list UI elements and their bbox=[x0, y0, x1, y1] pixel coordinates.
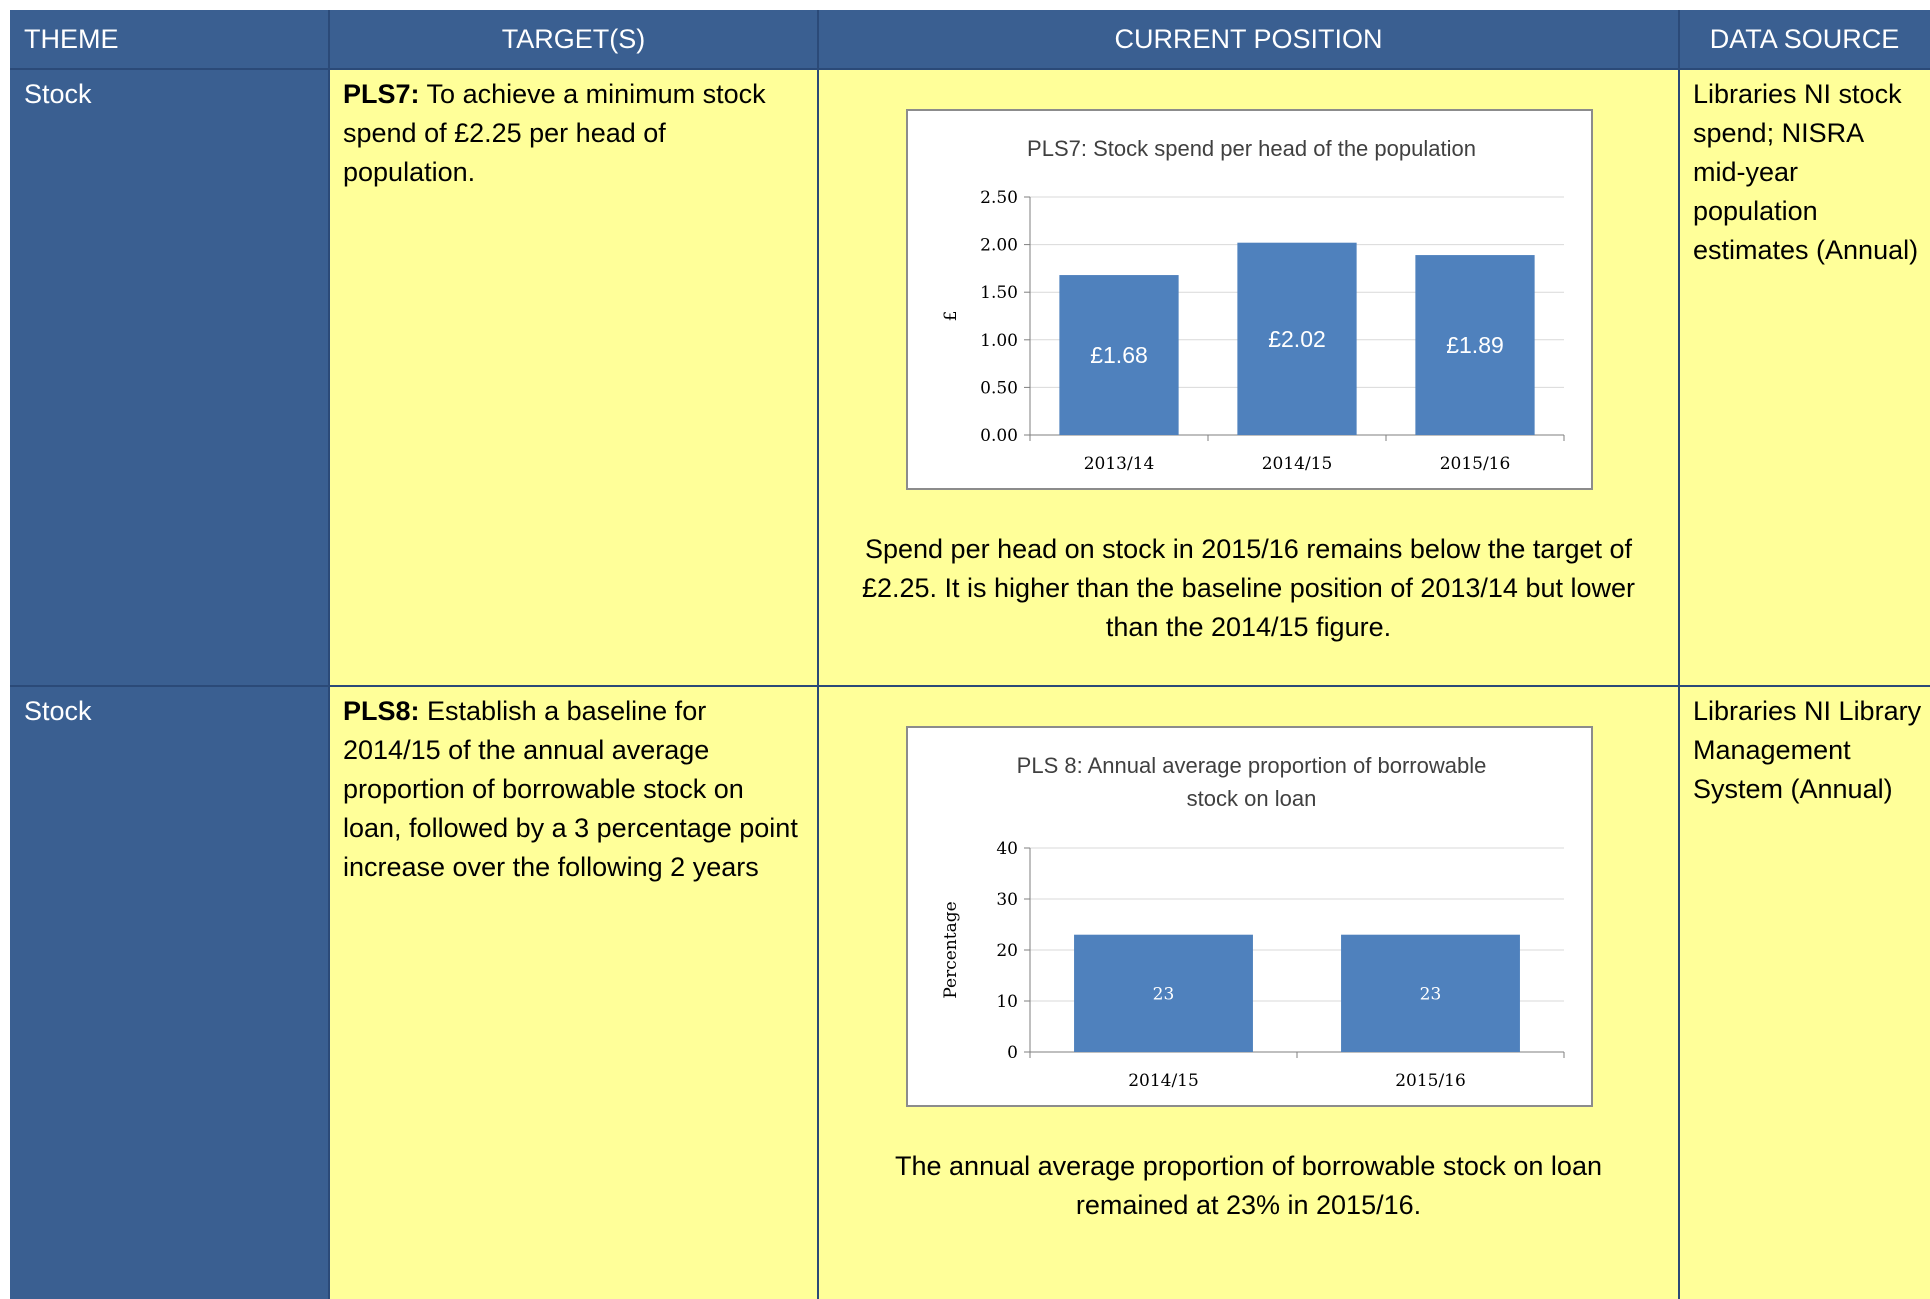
bar bbox=[1237, 242, 1357, 435]
header-theme: THEME bbox=[10, 10, 329, 69]
x-tick-label: 2015/16 bbox=[1440, 454, 1511, 474]
data-label: 23 bbox=[1420, 984, 1442, 1004]
row-2-theme: Stock bbox=[10, 686, 329, 1299]
chart-pls8: PLS 8: Annual average proportion of borr… bbox=[906, 726, 1593, 1107]
row-1-theme: Stock bbox=[10, 69, 329, 686]
divider bbox=[328, 10, 330, 1299]
divider bbox=[10, 685, 1930, 687]
x-tick-label: 2015/16 bbox=[1395, 1071, 1466, 1091]
y-tick-label: 1.00 bbox=[980, 331, 1018, 351]
y-tick-label: 20 bbox=[996, 941, 1018, 961]
y-axis-label: Percentage bbox=[941, 901, 961, 998]
performance-table: THEME TARGET(S) CURRENT POSITION DATA SO… bbox=[10, 10, 1930, 1299]
chart-title: PLS 8: Annual average proportion of borr… bbox=[1017, 753, 1487, 778]
data-label: £1.68 bbox=[1090, 342, 1148, 368]
divider bbox=[10, 68, 1930, 70]
header-data-source: DATA SOURCE bbox=[1679, 10, 1930, 69]
y-tick-label: 0.50 bbox=[980, 378, 1018, 398]
row-1-target-code: PLS7: bbox=[343, 79, 420, 109]
y-tick-label: 1.50 bbox=[980, 283, 1018, 303]
bar bbox=[1341, 934, 1520, 1052]
header-current-position: CURRENT POSITION bbox=[818, 10, 1679, 69]
data-label: 23 bbox=[1153, 984, 1175, 1004]
chart-title: PLS7: Stock spend per head of the popula… bbox=[1027, 136, 1476, 161]
chart-pls7: PLS7: Stock spend per head of the popula… bbox=[906, 109, 1593, 490]
y-tick-label: 0 bbox=[1007, 1043, 1018, 1063]
chart-pls7-svg: PLS7: Stock spend per head of the popula… bbox=[941, 136, 1565, 474]
row-2-caption: The annual average proportion of borrowa… bbox=[895, 1151, 1602, 1220]
row-1-target: PLS7: To achieve a minimum stock spend o… bbox=[329, 69, 818, 686]
row-2-target-text: Establish a baseline for 2014/15 of the … bbox=[343, 696, 798, 882]
y-tick-label: 40 bbox=[996, 839, 1018, 859]
row-1-data-source: Libraries NI stock spend; NISRA mid-year… bbox=[1679, 69, 1930, 686]
y-axis-label: £ bbox=[941, 311, 961, 322]
y-tick-label: 10 bbox=[996, 992, 1018, 1012]
chart-title: stock on loan bbox=[1187, 786, 1317, 811]
x-tick-label: 2014/15 bbox=[1128, 1071, 1199, 1091]
chart-pls8-svg: PLS 8: Annual average proportion of borr… bbox=[941, 753, 1565, 1091]
row-1-target-text: To achieve a minimum stock spend of £2.2… bbox=[343, 79, 766, 187]
data-label: £1.89 bbox=[1446, 332, 1504, 358]
row-2-target-code: PLS8: bbox=[343, 696, 420, 726]
y-tick-label: 2.50 bbox=[980, 188, 1018, 208]
x-tick-label: 2013/14 bbox=[1084, 454, 1155, 474]
row-2-target: PLS8: Establish a baseline for 2014/15 o… bbox=[329, 686, 818, 1299]
x-tick-label: 2014/15 bbox=[1262, 454, 1333, 474]
y-tick-label: 2.00 bbox=[980, 236, 1018, 256]
row-1-caption: Spend per head on stock in 2015/16 remai… bbox=[861, 534, 1636, 642]
y-tick-label: 0.00 bbox=[980, 426, 1018, 446]
bar bbox=[1059, 275, 1179, 435]
row-2-data-source: Libraries NI Library Management System (… bbox=[1679, 686, 1930, 1299]
header-targets: TARGET(S) bbox=[329, 10, 818, 69]
row-2-current-position: PLS 8: Annual average proportion of borr… bbox=[818, 686, 1679, 1299]
row-1-current-position: PLS7: Stock spend per head of the popula… bbox=[818, 69, 1679, 686]
bar bbox=[1074, 934, 1253, 1052]
divider bbox=[1678, 10, 1680, 1299]
divider bbox=[817, 10, 819, 1299]
y-tick-label: 30 bbox=[996, 890, 1018, 910]
bar bbox=[1415, 255, 1535, 435]
data-label: £2.02 bbox=[1268, 326, 1326, 352]
